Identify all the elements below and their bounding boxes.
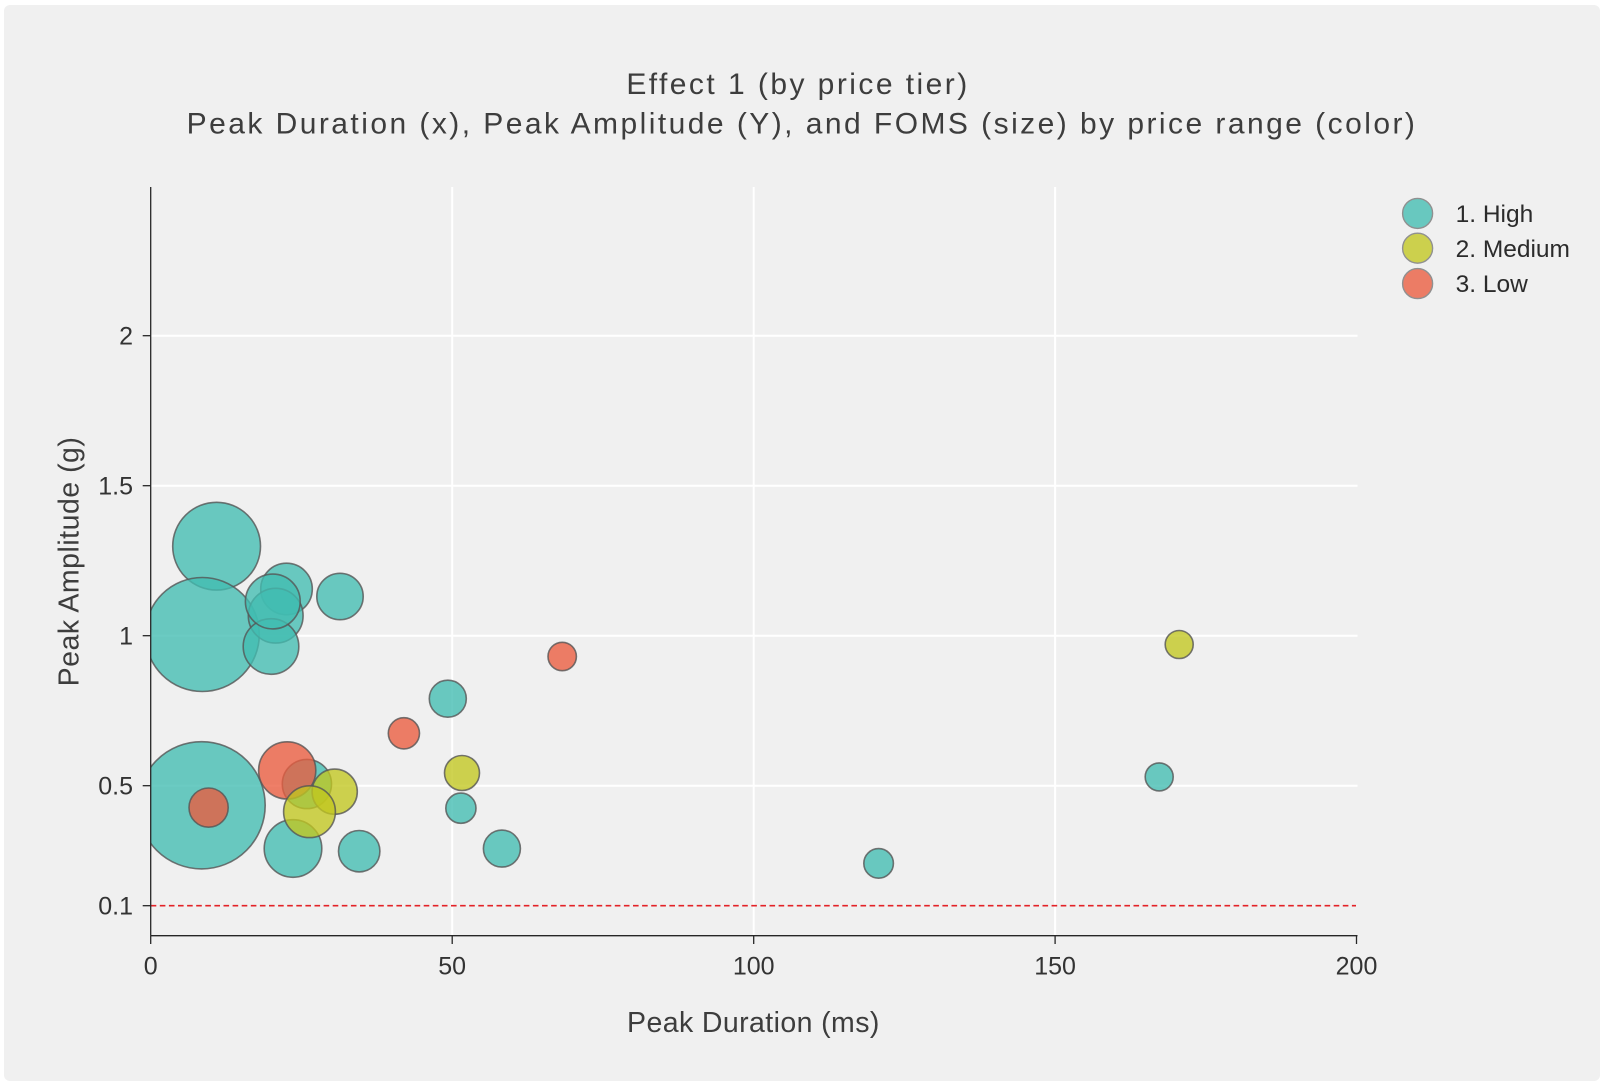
svg-text:0.5: 0.5 xyxy=(98,773,133,801)
svg-text:50: 50 xyxy=(438,953,466,981)
svg-text:Peak Duration (x), Peak Amplit: Peak Duration (x), Peak Amplitude (Y), a… xyxy=(187,108,1418,141)
svg-text:2: 2 xyxy=(119,323,133,351)
svg-text:Peak Duration (ms): Peak Duration (ms) xyxy=(627,1007,880,1039)
svg-text:1. High: 1. High xyxy=(1456,201,1534,228)
svg-text:200: 200 xyxy=(1336,953,1378,981)
svg-text:1.5: 1.5 xyxy=(98,473,133,501)
svg-text:0: 0 xyxy=(144,953,158,981)
svg-text:Peak Amplitude (g): Peak Amplitude (g) xyxy=(54,437,86,687)
svg-text:3. Low: 3. Low xyxy=(1456,271,1528,298)
svg-text:150: 150 xyxy=(1034,953,1076,981)
svg-text:2. Medium: 2. Medium xyxy=(1456,236,1570,263)
svg-text:Effect 1 (by price tier): Effect 1 (by price tier) xyxy=(626,68,969,101)
svg-text:100: 100 xyxy=(733,953,775,981)
svg-text:1: 1 xyxy=(119,623,133,651)
svg-text:0.1: 0.1 xyxy=(98,893,133,921)
